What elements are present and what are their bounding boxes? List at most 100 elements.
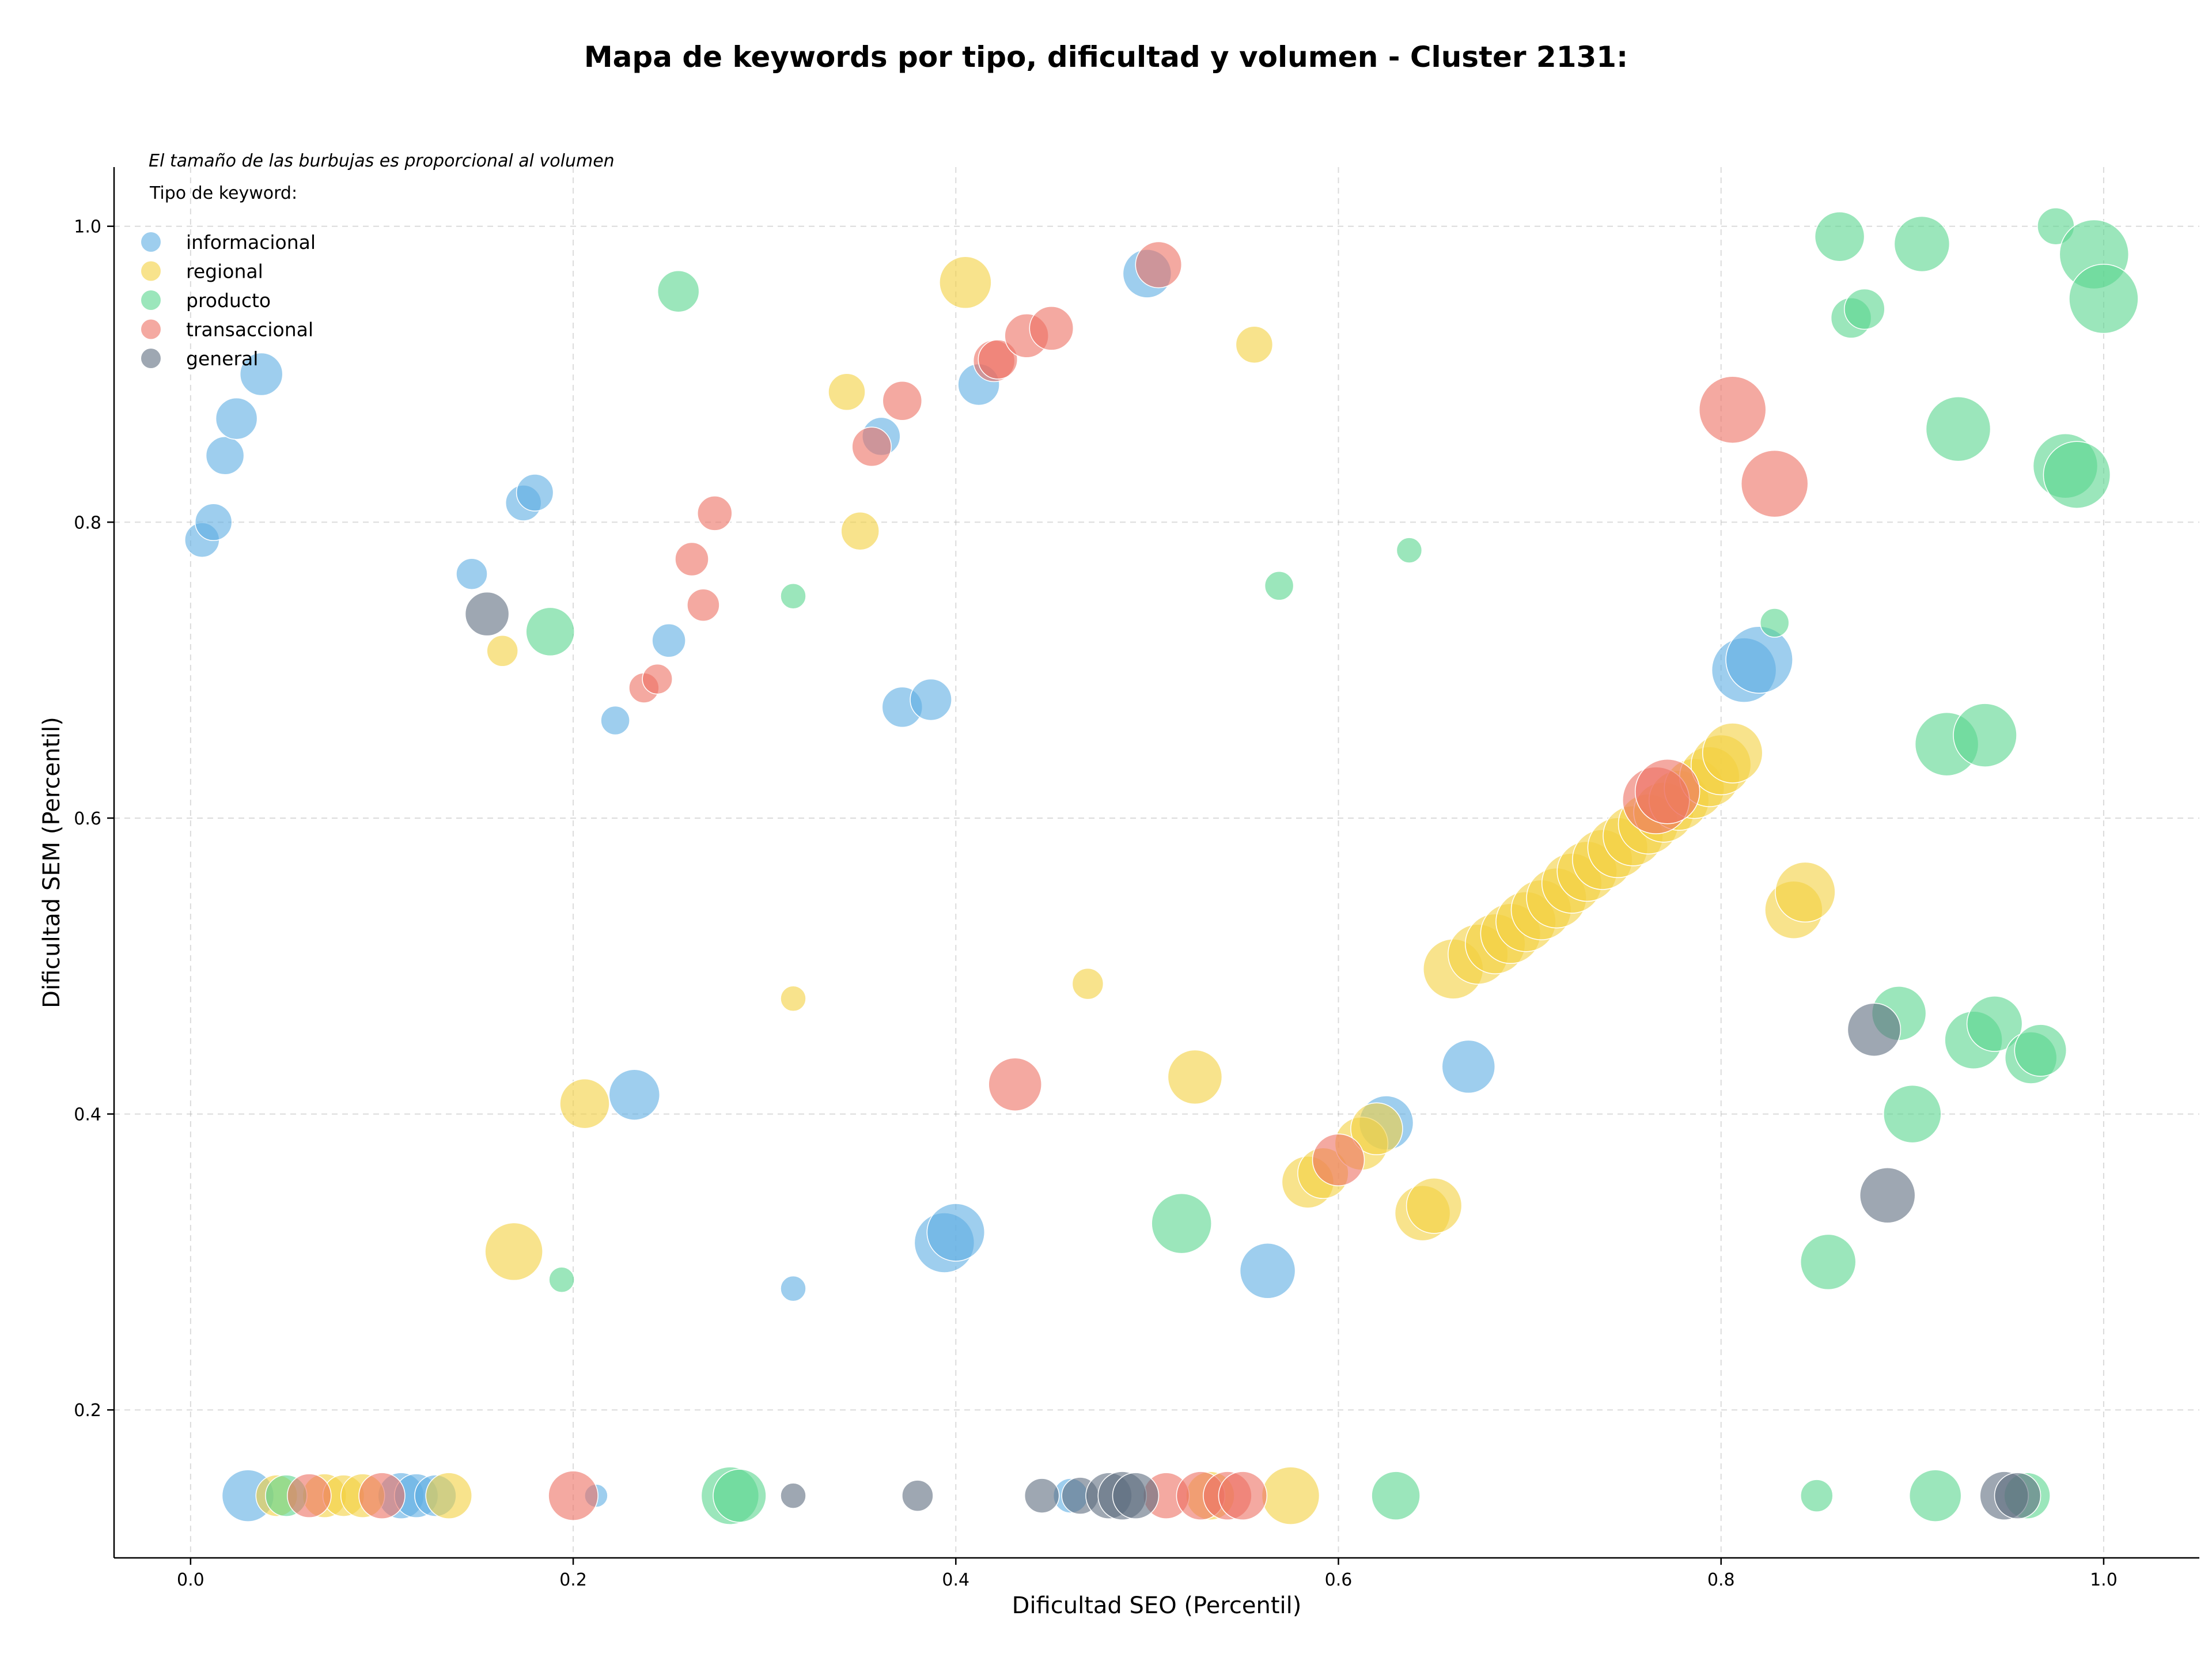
x-tick-label: 0.2 bbox=[559, 1570, 587, 1590]
bubble-regional bbox=[1235, 326, 1274, 364]
bubble-informacional bbox=[456, 558, 488, 590]
bubble-general bbox=[1024, 1478, 1060, 1514]
series-general bbox=[464, 591, 2041, 1520]
bubble-transaccional bbox=[978, 339, 1018, 380]
bubble-transaccional bbox=[851, 426, 892, 467]
bubble-general bbox=[464, 591, 510, 637]
bubble-transaccional bbox=[1218, 1471, 1268, 1520]
bubble-general bbox=[1847, 1002, 1902, 1057]
bubble-producto bbox=[525, 607, 575, 657]
series-transaccional bbox=[287, 241, 1809, 1521]
bubble-general bbox=[902, 1480, 934, 1512]
bubble-producto bbox=[713, 1469, 767, 1523]
bubble-transaccional bbox=[548, 1470, 599, 1521]
chart-title: Mapa de keywords por tipo, dificultad y … bbox=[584, 40, 1628, 74]
y-tick-label: 0.4 bbox=[74, 1105, 101, 1125]
y-tick-label: 0.8 bbox=[74, 513, 101, 533]
legend-marker-informacional bbox=[141, 232, 161, 252]
bubble-informacional bbox=[652, 623, 686, 658]
bubble-regional bbox=[486, 635, 518, 667]
y-tick-label: 0.2 bbox=[74, 1401, 101, 1421]
bubble-producto bbox=[2069, 263, 2139, 334]
x-tick-label: 0.0 bbox=[177, 1570, 204, 1590]
bubble-layer bbox=[184, 207, 2139, 1525]
bubble-producto bbox=[1883, 1084, 1942, 1144]
bubble-producto bbox=[1966, 996, 2023, 1052]
bubble-informacional bbox=[205, 436, 245, 475]
bubble-informacional bbox=[926, 1203, 986, 1262]
plot-frame bbox=[113, 167, 2199, 1559]
series-regional bbox=[255, 256, 1836, 1525]
legend-marker-regional bbox=[141, 261, 161, 281]
x-tick-label: 1.0 bbox=[2090, 1570, 2118, 1590]
legend-label-informacional: informacional bbox=[186, 231, 316, 253]
series-producto bbox=[265, 207, 2139, 1525]
bubble-size-note: El tamaño de las burbujas es proporciona… bbox=[149, 151, 615, 171]
bubble-transaccional bbox=[882, 381, 923, 421]
bubble-producto bbox=[1844, 288, 1885, 330]
bubble-regional bbox=[1406, 1178, 1463, 1234]
bubble-transaccional bbox=[697, 495, 733, 531]
legend-label-transaccional: transaccional bbox=[186, 319, 313, 341]
bubble-transaccional bbox=[1698, 376, 1767, 444]
bubble-regional bbox=[484, 1222, 543, 1281]
bubble-regional bbox=[1261, 1466, 1320, 1525]
bubble-informacional bbox=[600, 705, 630, 736]
bubble-producto bbox=[1908, 1469, 1962, 1522]
legend-label-regional: regional bbox=[186, 260, 263, 283]
legend-marker-transaccional bbox=[141, 319, 161, 339]
x-tick-label: 0.4 bbox=[942, 1570, 969, 1590]
bubble-regional bbox=[1775, 861, 1836, 923]
legend: Tipo de keyword: informacional regional pr… bbox=[141, 183, 316, 370]
bubble-informacional bbox=[1239, 1243, 1296, 1299]
bubble-producto bbox=[1925, 396, 1991, 462]
bubble-regional bbox=[425, 1472, 472, 1519]
bubble-transaccional bbox=[1312, 1133, 1365, 1186]
bubble-producto bbox=[1800, 1479, 1834, 1512]
bubble-producto bbox=[1759, 608, 1790, 638]
bubble-producto bbox=[1151, 1193, 1212, 1254]
grid bbox=[114, 167, 2199, 1558]
bubble-informacional bbox=[1441, 1039, 1496, 1094]
bubble-transaccional bbox=[287, 1473, 332, 1518]
bubble-regional bbox=[828, 373, 866, 411]
bubble-general bbox=[1994, 1472, 2041, 1519]
legend-marker-general bbox=[141, 349, 161, 368]
bubble-transaccional bbox=[675, 542, 709, 577]
bubble-regional bbox=[939, 256, 992, 309]
bubble-informacional bbox=[239, 352, 283, 396]
bubble-producto bbox=[2014, 1024, 2067, 1077]
legend-label-producto: producto bbox=[186, 289, 271, 312]
bubble-general bbox=[1859, 1167, 1916, 1224]
bubble-transaccional bbox=[358, 1472, 406, 1519]
x-tick-label: 0.8 bbox=[1707, 1570, 1735, 1590]
x-axis-label: Dificultad SEO (Percentil) bbox=[1012, 1592, 1302, 1619]
bubble-regional bbox=[1071, 967, 1104, 1000]
bubble-producto bbox=[1264, 571, 1294, 601]
ticks: 0.0 0.2 0.4 0.6 0.8 1.0 0.2 0.4 0.6 0.8 1.0 bbox=[74, 217, 2118, 1590]
bubble-regional bbox=[1350, 1102, 1403, 1156]
legend-title: Tipo de keyword: bbox=[149, 183, 297, 203]
legend-label-general: general bbox=[186, 347, 258, 370]
bubble-producto bbox=[657, 270, 700, 313]
bubble-producto bbox=[2043, 441, 2111, 509]
bubble-transaccional bbox=[1135, 241, 1183, 289]
bubble-informacional bbox=[194, 503, 233, 542]
bubble-general bbox=[780, 1482, 806, 1509]
bubble-producto bbox=[1800, 1234, 1857, 1291]
bubble-informacional bbox=[608, 1069, 661, 1121]
y-tick-label: 0.6 bbox=[74, 809, 101, 829]
bubble-regional bbox=[780, 985, 806, 1012]
x-tick-label: 0.6 bbox=[1325, 1570, 1353, 1590]
bubble-producto bbox=[1371, 1471, 1421, 1520]
bubble-producto bbox=[1953, 703, 2017, 767]
bubble-producto bbox=[1893, 215, 1950, 273]
bubble-informacional bbox=[516, 474, 554, 512]
bubble-regional bbox=[1702, 722, 1763, 784]
y-tick-label: 1.0 bbox=[74, 217, 101, 237]
bubble-transaccional bbox=[988, 1057, 1042, 1111]
bubble-informacional bbox=[215, 397, 258, 440]
bubble-informacional bbox=[910, 678, 952, 721]
bubble-general bbox=[1112, 1472, 1160, 1519]
